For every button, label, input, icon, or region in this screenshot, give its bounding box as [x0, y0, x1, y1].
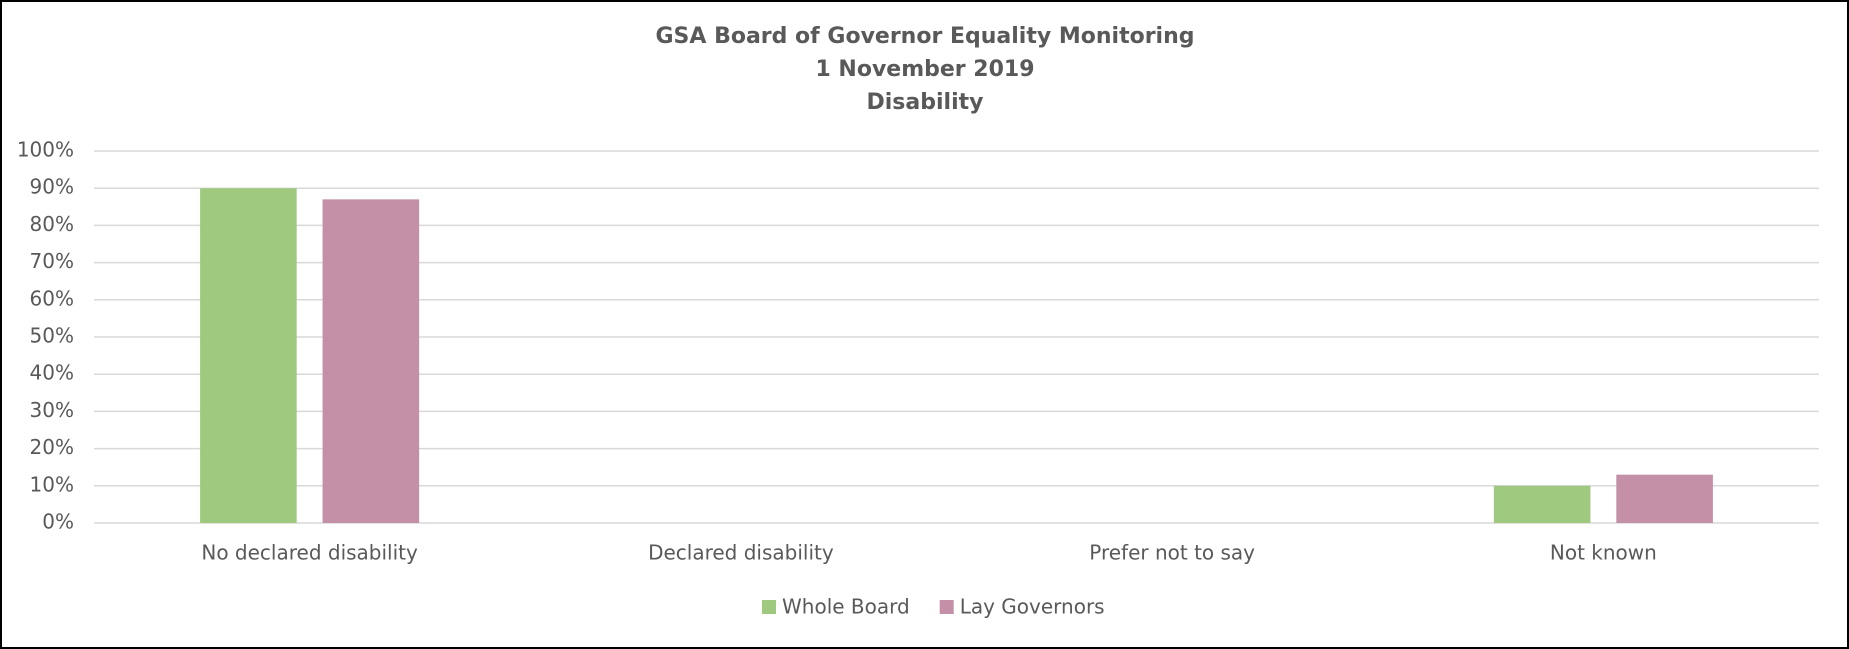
legend-label: Lay Governors [960, 595, 1105, 619]
bar [200, 188, 297, 523]
legend-swatch [939, 600, 954, 614]
y-tick-label: 70% [30, 249, 74, 273]
y-tick-label: 30% [30, 398, 74, 422]
x-tick-label: Declared disability [648, 541, 834, 565]
x-tick-label: No declared disability [201, 541, 418, 565]
x-tick-label: Not known [1550, 541, 1657, 565]
y-tick-label: 100% [17, 138, 74, 162]
y-tick-label: 90% [30, 175, 74, 199]
y-tick-label: 10% [30, 472, 74, 496]
legend-label: Whole Board [782, 595, 910, 619]
y-tick-label: 80% [30, 212, 74, 236]
bar [1616, 474, 1713, 523]
y-tick-label: 20% [30, 435, 74, 459]
y-tick-label: 0% [42, 510, 74, 534]
y-tick-label: 40% [30, 361, 74, 385]
chart-title: 1 November 2019 [815, 57, 1034, 82]
bar [1493, 485, 1591, 523]
x-tick-label: Prefer not to say [1089, 541, 1255, 565]
legend-swatch [762, 600, 776, 614]
y-tick-label: 50% [30, 324, 74, 348]
chart-title: Disability [867, 90, 984, 115]
chart-title: GSA Board of Governor Equality Monitorin… [655, 24, 1194, 49]
bar [322, 199, 420, 524]
y-tick-label: 60% [30, 286, 74, 310]
